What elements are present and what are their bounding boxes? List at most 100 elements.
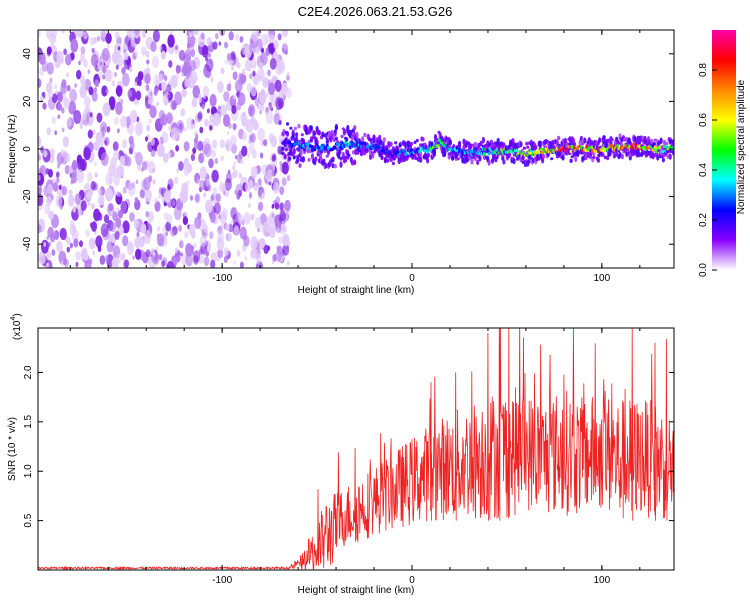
x-tick-label: 0 [409,575,415,586]
y-tick-label: -40 [22,237,33,252]
colorbar-tick-label: 0.4 [698,163,709,177]
noise-speckle [219,139,225,149]
noise-speckle [281,224,287,234]
noise-speckle [169,31,173,36]
noise-speckle [188,223,196,236]
noise-speckle [210,212,216,224]
ridge-halo [433,134,438,140]
ridge-core [336,141,340,146]
noise-speckle [55,230,59,237]
noise-speckle [267,216,276,231]
ridge-halo [579,135,584,142]
noise-speckle [207,52,212,58]
ridge-halo [482,154,487,160]
noise-speckle [257,201,264,212]
noise-speckle [122,220,130,234]
noise-speckle [279,202,284,211]
ridge-halo [339,161,343,168]
noise-speckle [38,251,46,265]
noise-speckle [115,85,123,97]
noise-speckle [76,69,82,80]
x-tick-label: -100 [212,273,232,284]
noise-speckle [146,124,151,132]
noise-speckle [52,182,59,192]
noise-speckle [241,145,248,157]
noise-speckle [116,128,120,134]
noise-speckle [49,77,53,84]
noise-speckle [272,254,277,262]
noise-speckle [197,140,204,152]
noise-speckle [64,152,71,163]
noise-speckle [166,84,172,93]
noise-speckle [189,32,193,38]
ridge-halo [282,128,286,136]
ridge-halo [333,164,337,169]
ridge-halo [592,155,596,159]
ridge-halo [309,125,313,132]
ridge-halo [382,137,386,143]
ridge-halo [653,138,658,142]
noise-speckle [170,99,177,111]
noise-speckle [105,88,109,94]
noise-speckle [259,102,265,112]
ridge-halo [534,144,538,150]
noise-speckle [66,117,72,128]
noise-speckle [63,48,67,56]
noise-speckle [158,73,164,82]
ridge-halo [342,128,346,136]
ridge-halo [313,131,317,136]
noise-speckle [146,59,150,65]
noise-speckle [94,172,98,179]
noise-speckle [176,120,185,134]
noise-speckle [45,168,50,175]
ridge-halo [495,155,499,160]
noise-speckle [61,107,65,114]
noise-speckle [103,214,110,224]
noise-speckle [48,210,54,220]
noise-speckle [106,126,111,133]
noise-speckle [66,84,71,92]
ridge-halo [317,130,321,136]
noise-speckle [102,102,111,117]
ridge-halo [616,139,620,143]
noise-speckle [122,73,130,87]
noise-speckle [199,126,204,134]
noise-speckle [250,236,258,250]
noise-speckle [212,139,218,149]
ridge-halo [363,132,367,138]
ridge-core [541,150,545,155]
noise-speckle [80,88,85,97]
noise-speckle [172,264,177,268]
noise-speckle [272,153,277,161]
noise-speckle [51,249,56,256]
noise-speckle [203,192,207,198]
noise-speckle [171,199,176,207]
ridge-halo [284,147,288,152]
colorbar-tick-label: 0.2 [698,213,709,227]
y-tick-label: 20 [22,95,33,107]
noise-speckle [150,137,155,146]
noise-speckle [220,67,225,75]
noise-speckle [83,147,91,161]
ridge-core [305,142,309,146]
noise-speckle [282,243,290,256]
noise-speckle [257,228,260,233]
noise-speckle [56,171,60,178]
noise-speckle [114,116,119,126]
ridge-halo [419,156,423,163]
noise-speckle [55,195,63,208]
noise-speckle [122,186,127,194]
noise-speckle [286,174,291,182]
noise-speckle [42,102,47,110]
noise-speckle [277,33,282,41]
noise-speckle [102,74,106,80]
snr-xlabel: Height of straight line (km) [298,585,415,596]
noise-speckle [260,195,263,200]
ridge-halo [619,140,623,148]
noise-speckle [209,125,213,131]
ridge-halo [607,138,611,144]
noise-speckle [100,223,109,238]
ridge-halo [476,159,480,166]
noise-speckle [51,93,58,104]
noise-speckle [145,50,150,58]
